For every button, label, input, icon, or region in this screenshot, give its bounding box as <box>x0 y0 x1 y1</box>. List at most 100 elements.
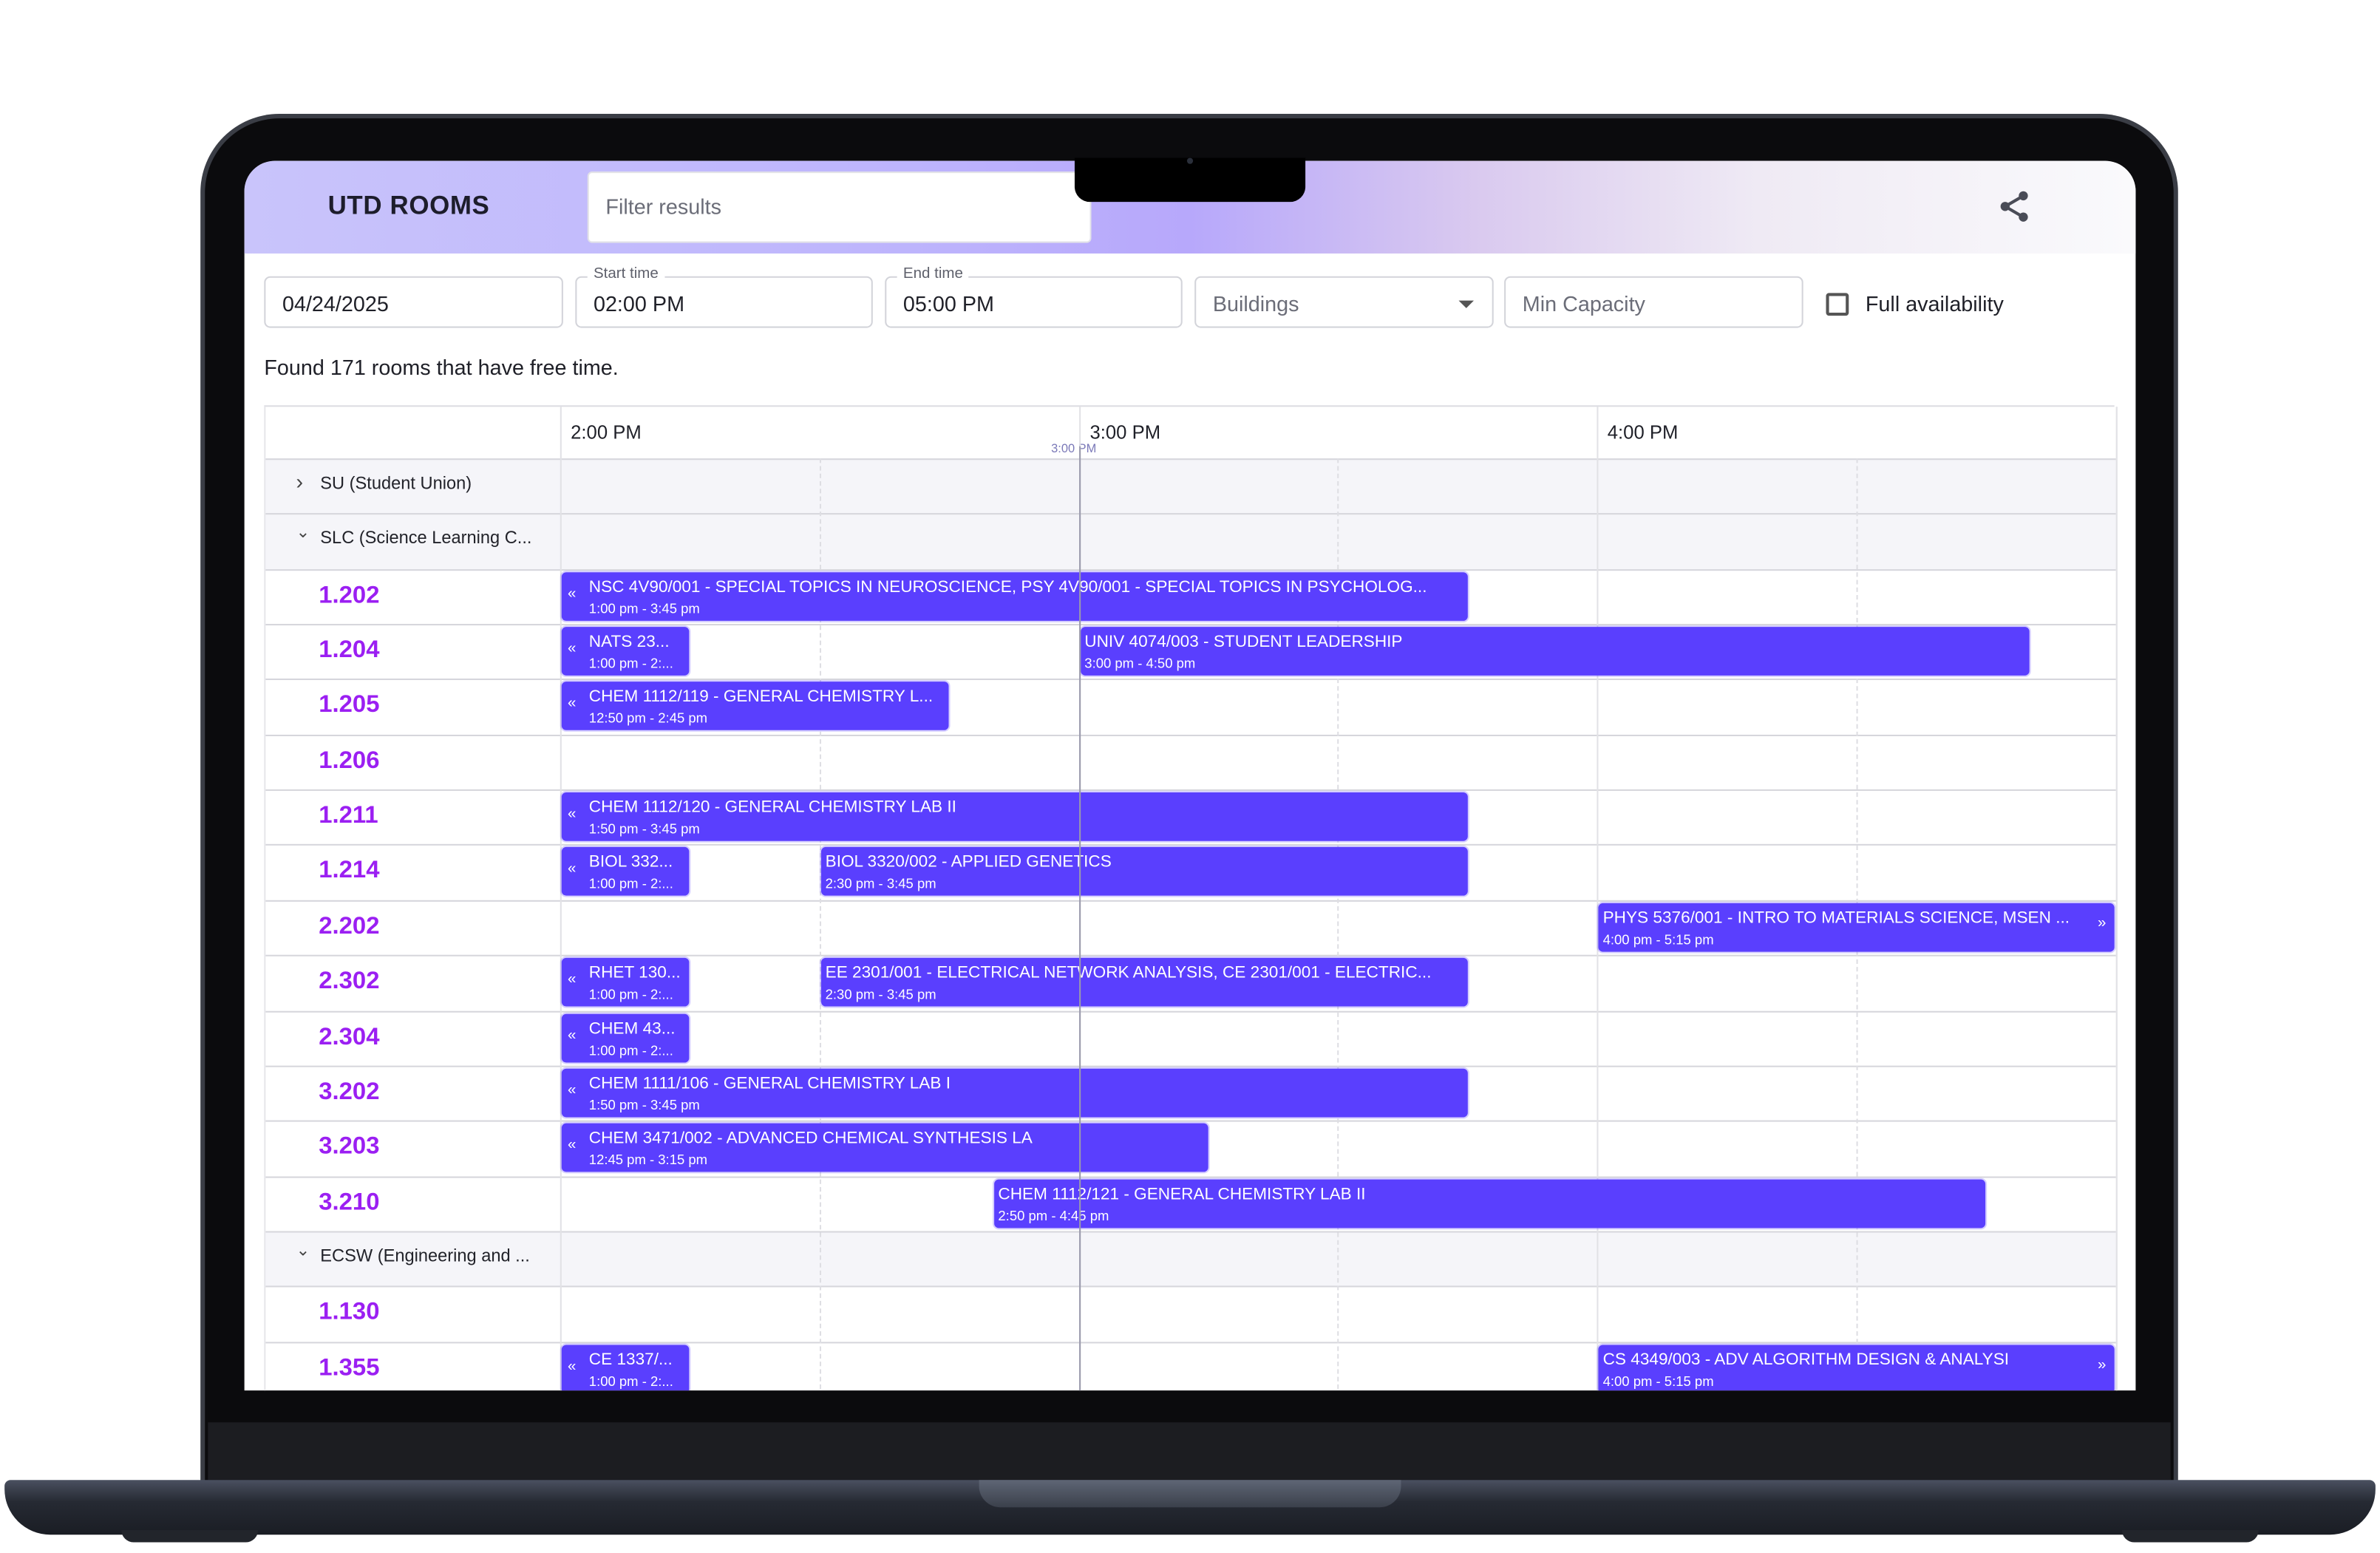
share-icon[interactable] <box>1996 188 2032 225</box>
room-label[interactable]: 1.204 <box>319 637 380 664</box>
app-header: UTD ROOMS Filter results <box>244 160 2136 254</box>
chevron-right-icon[interactable]: › <box>296 469 304 494</box>
start-time-field[interactable]: Start time 02:00 PM <box>575 265 873 328</box>
event-title: CHEM 1112/121 - GENERAL CHEMISTRY LAB II <box>998 1184 1366 1203</box>
date-field[interactable]: 04/24/2025 <box>264 276 563 328</box>
filter-results-input[interactable]: Filter results <box>587 171 1092 243</box>
event-block[interactable]: CHEM 1112/120 - GENERAL CHEMISTRY LAB II… <box>561 792 1468 841</box>
event-title: CHEM 1112/120 - GENERAL CHEMISTRY LAB II <box>588 798 956 818</box>
event-block[interactable]: PHYS 5376/001 - INTRO TO MATERIALS SCIEN… <box>1598 903 2114 952</box>
event-block[interactable]: EE 2301/001 - ELECTRICAL NETWORK ANALYSI… <box>820 958 1468 1007</box>
app-screen: UTD ROOMS Filter results 04/24/2025 Star… <box>244 160 2136 1391</box>
event-block[interactable]: NATS 23... 1:00 pm - 2:... « <box>561 627 690 676</box>
laptop-hinge-notch <box>979 1480 1401 1508</box>
room-label[interactable]: 1.130 <box>319 1299 380 1326</box>
continues-left-icon: « <box>568 1137 577 1155</box>
event-block[interactable]: CHEM 43... 1:00 pm - 2:... « <box>561 1013 690 1062</box>
room-label[interactable]: 1.206 <box>319 747 380 774</box>
hour-gridline <box>560 407 562 1391</box>
event-block[interactable]: CHEM 3471/002 - ADVANCED CHEMICAL SYNTHE… <box>561 1124 1208 1172</box>
event-time: 12:50 pm - 2:45 pm <box>588 710 708 727</box>
event-block[interactable]: CHEM 1112/121 - GENERAL CHEMISTRY LAB II… <box>993 1178 1986 1228</box>
event-block[interactable]: BIOL 332... 1:00 pm - 2:... « <box>561 847 690 897</box>
laptop-chin <box>208 1422 2171 1481</box>
event-title: CE 1337/... <box>588 1350 673 1369</box>
chevron-down-icon[interactable]: ⌄ <box>296 1241 310 1260</box>
event-block[interactable]: NSC 4V90/001 - SPECIAL TOPICS IN NEUROSC… <box>561 571 1468 621</box>
row-divider <box>265 1231 2116 1233</box>
continues-right-icon: » <box>2097 1356 2107 1373</box>
room-label[interactable]: 1.205 <box>319 693 380 719</box>
row-divider <box>265 1065 2116 1067</box>
event-time: 1:00 pm - 2:... <box>588 1373 673 1389</box>
start-time-value: 02:00 PM <box>593 291 685 316</box>
event-title: NSC 4V90/001 - SPECIAL TOPICS IN NEUROSC… <box>588 577 1427 597</box>
room-label[interactable]: 1.214 <box>319 858 380 885</box>
row-divider <box>265 955 2116 957</box>
room-label[interactable]: 3.210 <box>319 1189 380 1216</box>
row-divider <box>265 1010 2116 1012</box>
room-label[interactable]: 2.202 <box>319 913 380 939</box>
event-title: CHEM 43... <box>588 1019 676 1038</box>
room-label[interactable]: 1.202 <box>319 582 380 608</box>
event-time: 1:00 pm - 2:... <box>588 1041 673 1058</box>
full-availability-label[interactable]: Full availability <box>1865 291 2004 316</box>
event-time: 2:30 pm - 3:45 pm <box>825 987 936 1002</box>
event-time: 4:00 pm - 5:15 pm <box>1602 1373 1714 1389</box>
min-capacity-placeholder: Min Capacity <box>1522 291 1645 316</box>
building-group-row[interactable]: ⌄ SLC (Science Learning C... <box>265 513 2116 569</box>
half-hour-gridline <box>1337 458 1339 1391</box>
event-title: BIOL 3320/002 - APPLIED GENETICS <box>825 854 1112 872</box>
continues-left-icon: « <box>568 971 577 989</box>
room-label[interactable]: 3.203 <box>319 1134 380 1160</box>
time-tick: 3:00 PM <box>1089 421 1161 444</box>
room-label[interactable]: 3.202 <box>319 1078 380 1105</box>
buildings-select[interactable]: Buildings <box>1194 276 1494 328</box>
event-block[interactable]: CHEM 1111/106 - GENERAL CHEMISTRY LAB I 1… <box>561 1068 1468 1118</box>
full-availability-checkbox[interactable] <box>1826 293 1849 316</box>
chevron-down-icon[interactable]: ⌄ <box>296 524 310 543</box>
event-title: EE 2301/001 - ELECTRICAL NETWORK ANALYSI… <box>825 964 1432 982</box>
event-time: 1:00 pm - 2:... <box>588 656 673 671</box>
column-divider <box>2115 407 2118 1391</box>
row-divider <box>265 513 2116 515</box>
camera-icon <box>1186 157 1194 164</box>
event-time: 1:00 pm - 2:... <box>588 876 673 892</box>
building-group-row[interactable]: › SU (Student Union) <box>265 458 2116 514</box>
event-block[interactable]: CS 4349/003 - ADV ALGORITHM DESIGN & ANA… <box>1598 1344 2114 1391</box>
dropdown-arrow-icon <box>1458 300 1475 308</box>
continues-left-icon: « <box>568 696 577 713</box>
row-divider <box>265 1175 2116 1178</box>
end-time-value: 05:00 PM <box>902 291 994 316</box>
event-block[interactable]: UNIV 4074/003 - STUDENT LEADERSHIP 3:00 p… <box>1080 627 2029 676</box>
continues-left-icon: « <box>568 1027 577 1044</box>
min-capacity-input[interactable]: Min Capacity <box>1504 276 1803 328</box>
row-divider <box>265 568 2116 571</box>
event-time: 1:00 pm - 3:45 pm <box>588 600 700 616</box>
time-tick: 4:00 PM <box>1607 421 1679 444</box>
end-time-field[interactable]: End time 05:00 PM <box>885 265 1183 328</box>
event-title: CHEM 1112/119 - GENERAL CHEMISTRY L... <box>588 688 934 707</box>
event-title: NATS 23... <box>588 633 670 652</box>
room-label[interactable]: 2.302 <box>319 968 380 995</box>
room-label[interactable]: 2.304 <box>319 1024 380 1050</box>
results-summary: Found 171 rooms that have free time. <box>264 355 619 380</box>
room-timeline-table: 2:00 PM 3:00 PM 4:00 PM 3:00 PM › SU (Stu… <box>264 405 2118 1391</box>
event-block[interactable]: RHET 130... 1:00 pm - 2:... « <box>561 958 690 1007</box>
room-label[interactable]: 1.211 <box>319 803 378 829</box>
event-block[interactable]: BIOL 3320/002 - APPLIED GENETICS 2:30 pm … <box>820 847 1468 897</box>
event-block[interactable]: CE 1337/... 1:00 pm - 2:... « <box>561 1344 690 1391</box>
row-divider <box>265 679 2116 681</box>
row-divider <box>265 900 2116 902</box>
continues-left-icon: « <box>568 861 577 878</box>
event-block[interactable]: CHEM 1112/119 - GENERAL CHEMISTRY L... 12… <box>561 682 949 731</box>
hour-gridline <box>1597 407 1599 1391</box>
event-time: 2:30 pm - 3:45 pm <box>825 876 936 892</box>
building-group-label: ECSW (Engineering and ... <box>320 1247 530 1266</box>
room-label[interactable]: 1.355 <box>319 1355 380 1381</box>
start-time-label: Start time <box>587 265 665 282</box>
row-divider <box>265 789 2116 792</box>
row-divider <box>265 734 2116 736</box>
building-group-row[interactable]: ⌄ ECSW (Engineering and ... <box>265 1231 2116 1286</box>
